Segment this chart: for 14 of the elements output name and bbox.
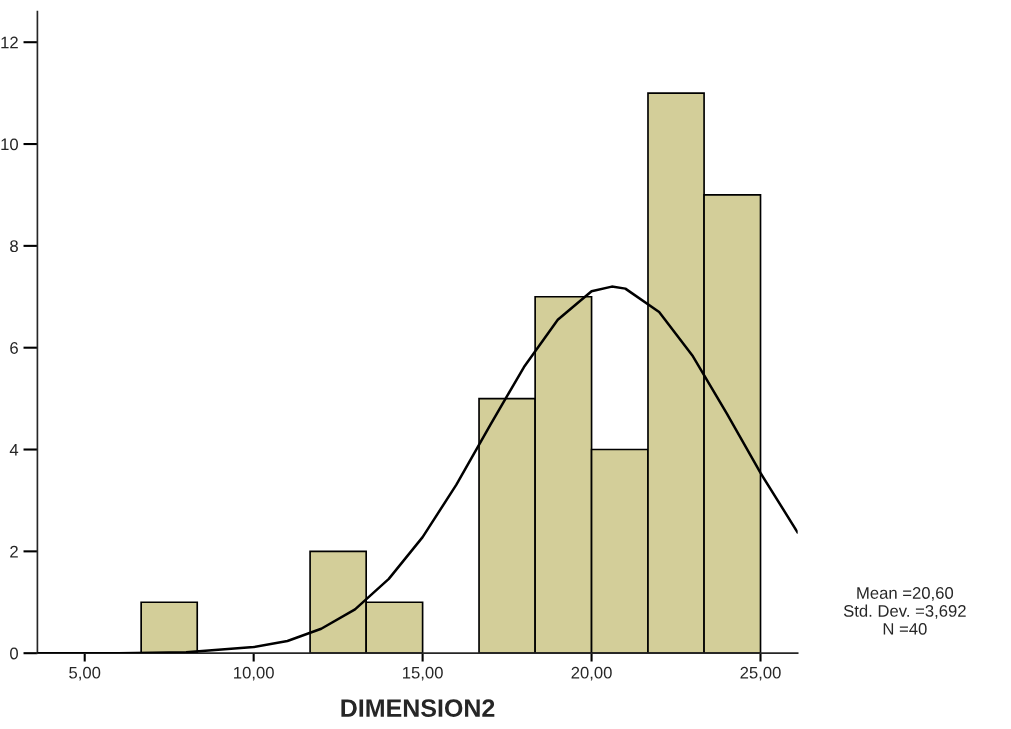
y-tick-label: 12 <box>1 36 18 49</box>
x-tick-label: 25,00 <box>740 666 781 681</box>
y-tick-label: 6 <box>10 342 18 354</box>
y-tick-label: 2 <box>10 545 18 558</box>
x-axis-title: DIMENSION2 <box>341 699 495 717</box>
x-tick-label: 10,00 <box>234 666 274 681</box>
y-tick-label: 0 <box>10 647 19 660</box>
x-tick-label: 5,00 <box>69 666 101 681</box>
x-tick-label: 15,00 <box>403 666 443 681</box>
y-tick-label: 8 <box>10 240 18 253</box>
y-tick-label: 4 <box>9 444 19 456</box>
y-tick-label: 10 <box>1 138 19 151</box>
x-tick-label: 20,00 <box>571 666 612 681</box>
text: Mean =20,60 Std. Dev. =3,692 N =40 <box>843 587 966 635</box>
